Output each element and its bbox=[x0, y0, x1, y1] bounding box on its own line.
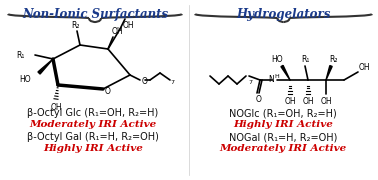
Text: 7: 7 bbox=[170, 80, 174, 86]
Text: β-Octyl Glc (R₁=OH, R₂=H): β-Octyl Glc (R₁=OH, R₂=H) bbox=[27, 108, 159, 118]
Text: Moderately IRI Active: Moderately IRI Active bbox=[29, 120, 156, 129]
Text: R₂: R₂ bbox=[71, 21, 79, 30]
Text: OH: OH bbox=[358, 64, 370, 73]
Text: HO: HO bbox=[19, 75, 31, 84]
Text: Moderately IRI Active: Moderately IRI Active bbox=[219, 144, 347, 153]
Text: R₁: R₁ bbox=[301, 55, 309, 64]
Text: Non-Ionic Surfactants: Non-Ionic Surfactants bbox=[22, 8, 168, 21]
Text: O: O bbox=[256, 94, 262, 103]
Text: R₂: R₂ bbox=[330, 55, 338, 64]
Text: O: O bbox=[142, 76, 148, 86]
Text: OH: OH bbox=[122, 21, 134, 30]
Text: HO: HO bbox=[271, 55, 283, 64]
Text: H: H bbox=[275, 75, 279, 80]
Polygon shape bbox=[326, 66, 332, 80]
Text: OH: OH bbox=[111, 26, 123, 35]
Polygon shape bbox=[281, 65, 290, 80]
Text: 7: 7 bbox=[248, 80, 252, 84]
Text: Highly IRI Active: Highly IRI Active bbox=[233, 120, 333, 129]
Text: Hydrogelators: Hydrogelators bbox=[236, 8, 330, 21]
Text: Highly IRI Active: Highly IRI Active bbox=[43, 144, 143, 153]
Text: N: N bbox=[268, 75, 274, 84]
Text: OH: OH bbox=[284, 96, 296, 105]
Text: OH: OH bbox=[302, 96, 314, 105]
Polygon shape bbox=[38, 59, 53, 74]
Text: β-Octyl Gal (R₁=H, R₂=OH): β-Octyl Gal (R₁=H, R₂=OH) bbox=[27, 132, 159, 142]
Text: R₁: R₁ bbox=[17, 51, 25, 60]
Text: OH: OH bbox=[50, 102, 62, 111]
Text: NOGlc (R₁=OH, R₂=H): NOGlc (R₁=OH, R₂=H) bbox=[229, 108, 337, 118]
Text: OH: OH bbox=[320, 96, 332, 105]
Text: NOGal (R₁=H, R₂=OH): NOGal (R₁=H, R₂=OH) bbox=[229, 132, 337, 142]
Text: O: O bbox=[105, 87, 111, 96]
